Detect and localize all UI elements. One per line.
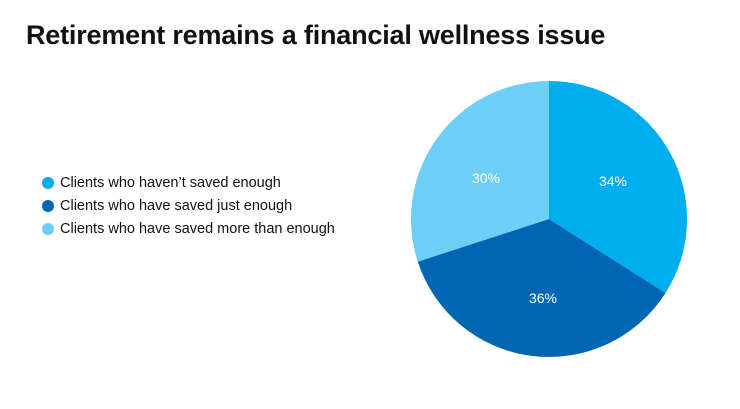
legend: Clients who haven’t saved enough Clients… [42,171,335,240]
legend-label: Clients who have saved just enough [60,197,293,214]
legend-swatch-icon [42,176,54,189]
chart-title: Retirement remains a financial wellness … [26,20,606,50]
slice-label-36: 36% [529,290,557,306]
legend-swatch-icon [42,199,54,212]
legend-item-more-than-enough: Clients who have saved more than enough [42,217,335,240]
legend-swatch-icon [42,222,54,235]
slice-more-than-enough [411,81,549,262]
slice-label-30: 30% [472,170,500,186]
legend-item-just-enough: Clients who have saved just enough [42,194,335,217]
slice-not-enough [549,81,688,293]
legend-item-not-enough: Clients who haven’t saved enough [42,171,335,194]
legend-label: Clients who have saved more than enough [60,220,335,237]
slice-just-enough [417,219,666,357]
legend-label: Clients who haven’t saved enough [60,174,281,191]
slice-label-34: 34% [599,173,627,189]
